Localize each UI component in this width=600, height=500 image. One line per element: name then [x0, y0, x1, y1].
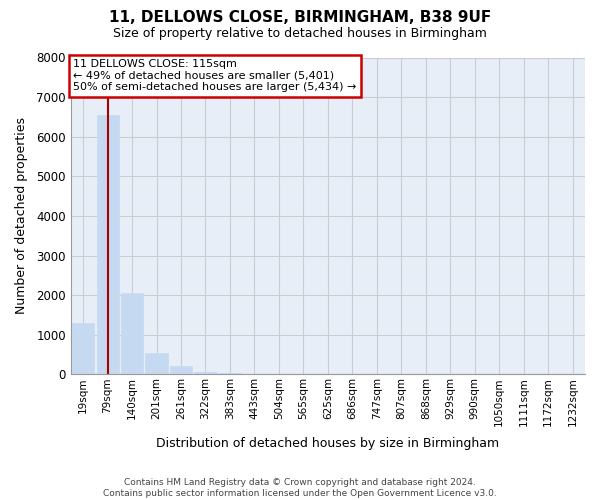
- Bar: [170, 366, 192, 374]
- Text: 11, DELLOWS CLOSE, BIRMINGHAM, B38 9UF: 11, DELLOWS CLOSE, BIRMINGHAM, B38 9UF: [109, 10, 491, 25]
- X-axis label: Distribution of detached houses by size in Birmingham: Distribution of detached houses by size …: [157, 437, 499, 450]
- Bar: [72, 323, 94, 374]
- Text: 11 DELLOWS CLOSE: 115sqm
← 49% of detached houses are smaller (5,401)
50% of sem: 11 DELLOWS CLOSE: 115sqm ← 49% of detach…: [73, 59, 357, 92]
- Bar: [121, 293, 143, 374]
- Bar: [97, 115, 119, 374]
- Y-axis label: Number of detached properties: Number of detached properties: [15, 118, 28, 314]
- Bar: [194, 372, 217, 374]
- Text: Contains HM Land Registry data © Crown copyright and database right 2024.
Contai: Contains HM Land Registry data © Crown c…: [103, 478, 497, 498]
- Bar: [145, 352, 167, 374]
- Text: Size of property relative to detached houses in Birmingham: Size of property relative to detached ho…: [113, 28, 487, 40]
- Bar: [219, 373, 241, 374]
